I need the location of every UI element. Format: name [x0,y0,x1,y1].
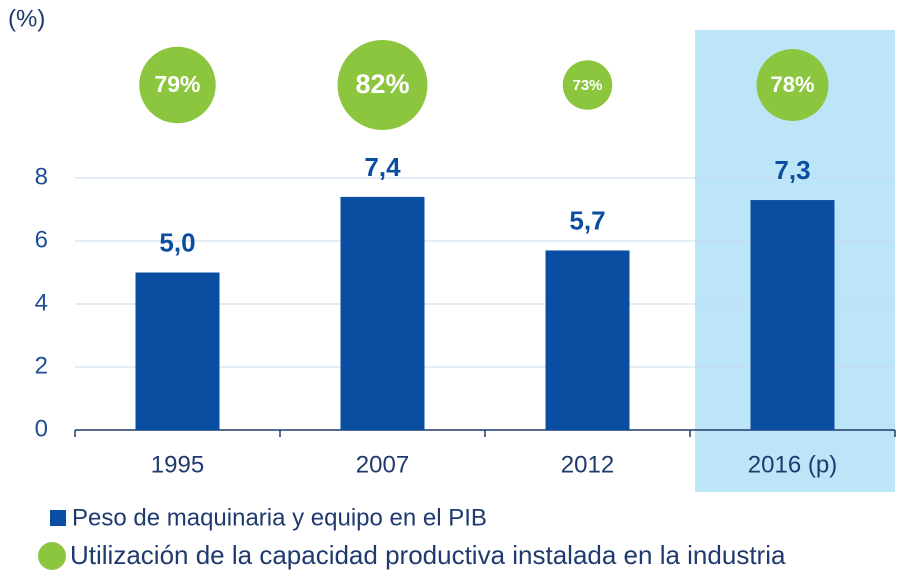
bar [545,250,630,430]
legend-label: Utilización de la capacidad productiva i… [70,540,786,570]
x-tick-label: 2016 (p) [748,451,837,478]
y-tick-label: 8 [35,163,48,190]
y-tick-label: 2 [35,352,48,379]
bar [340,196,425,430]
y-tick-label: 6 [35,226,48,253]
bar [750,200,835,430]
bubble [337,40,428,130]
bubble [139,46,216,124]
bar [135,272,220,430]
bubble-label: 78% [770,72,814,97]
legend-swatch [50,510,66,526]
bubble-label: 79% [154,71,200,97]
bar-value-label: 7,3 [774,155,810,185]
bar-value-label: 5,7 [569,205,605,235]
bubble-label: 82% [355,69,409,99]
bubble [756,49,829,121]
y-tick-label: 4 [35,289,48,316]
bar-value-label: 7,4 [364,152,401,182]
bubble-label: 73% [572,77,602,94]
legend-label: Peso de maquinaria y equipo en el PIB [72,504,487,531]
y-tick-label: 0 [35,415,48,442]
x-tick-label: 1995 [151,451,204,478]
unit-label: (%) [8,5,45,32]
bar-value-label: 5,0 [159,227,195,257]
legend-swatch [38,542,66,570]
x-tick-label: 2012 [561,451,614,478]
x-tick-label: 2007 [356,451,409,478]
bubble [562,60,613,110]
